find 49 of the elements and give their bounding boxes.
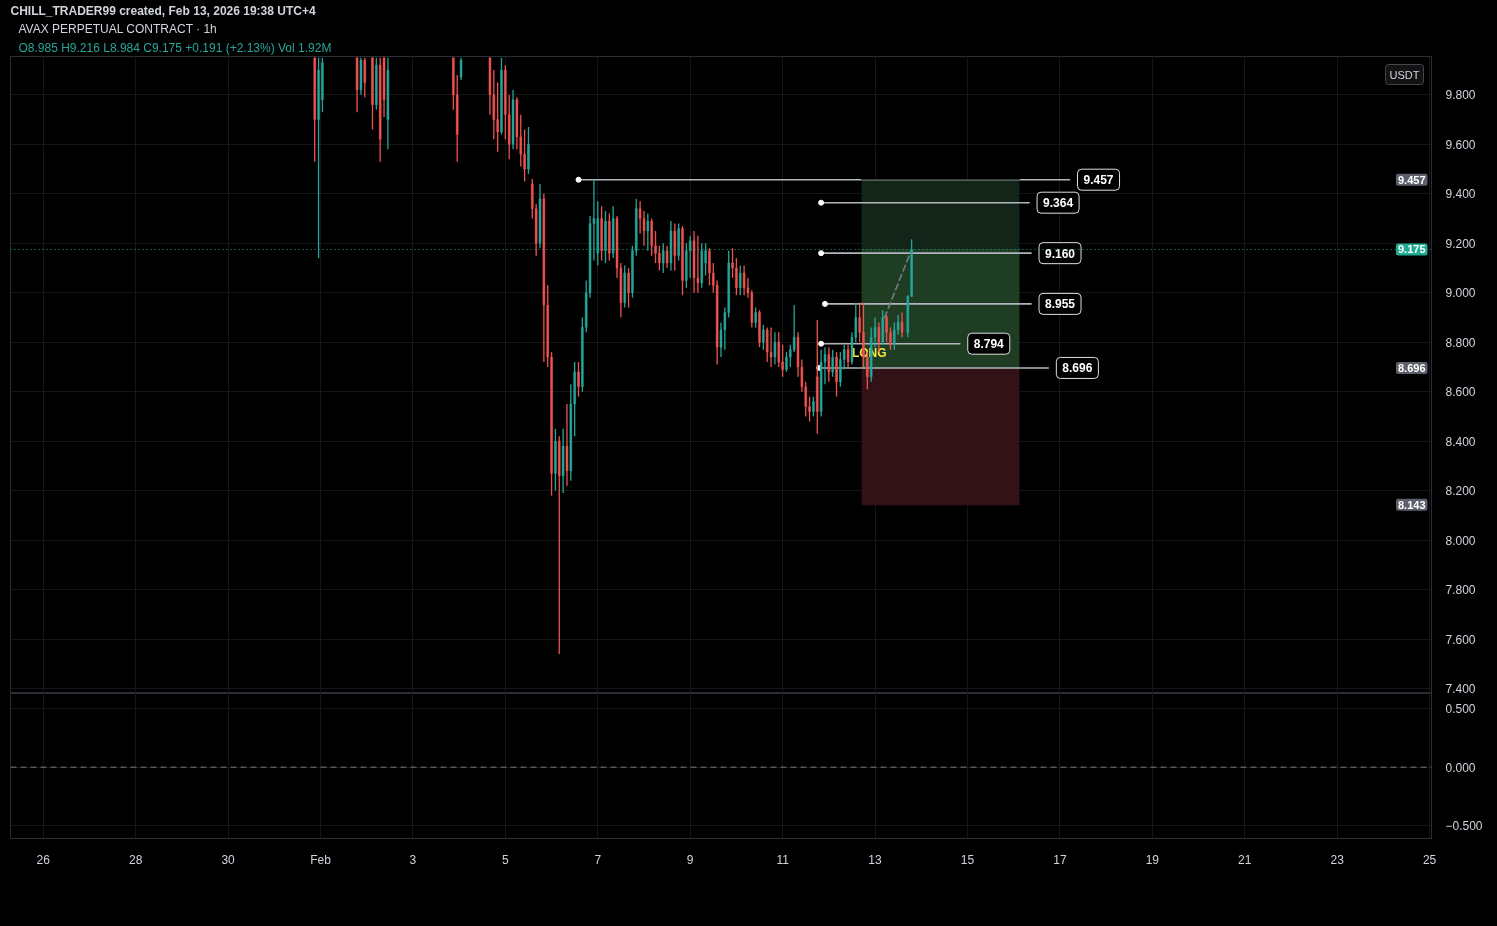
- x-tick-label: 28: [128, 852, 143, 867]
- y-tick-label: 9.200: [1445, 236, 1476, 251]
- x-tick-label: 21: [1238, 852, 1252, 867]
- y-tick-label: 9.600: [1445, 137, 1476, 152]
- y-tick-label: 8.600: [1445, 385, 1476, 400]
- x-tick-label: 30: [221, 852, 236, 867]
- y-tick-label: 7.800: [1445, 583, 1476, 598]
- x-tick-label: 25: [1422, 852, 1437, 867]
- x-tick-label: 17: [1053, 852, 1067, 867]
- annotation: 8.143: [1397, 498, 1426, 511]
- annotation: 9.457: [1397, 173, 1426, 186]
- y-tick-label: 7.400: [1445, 682, 1476, 697]
- x-tick-label: 15: [960, 852, 975, 867]
- y-tick-label: 9.000: [1445, 286, 1476, 301]
- y-tick-label: 8.800: [1445, 335, 1476, 350]
- text: CHILL_TRADER99 created, Feb 13, 2026 19:38 UTC+4: [10, 3, 316, 18]
- x-tick-label: 26: [36, 852, 51, 867]
- x-tick-label: 9: [686, 852, 694, 867]
- y-axis-title: USDT: [1389, 68, 1420, 81]
- y-tick-label: 0.500: [1445, 702, 1476, 717]
- chart-subtitle: O8.985 H9.216 L8.984 C9.175 +0.191 (+2.13%) Vol 1.92M: [18, 40, 332, 55]
- y-tick-label: 0.000: [1445, 760, 1476, 775]
- ref-line-label: 9.175: [1397, 243, 1426, 256]
- y-tick-label: −0.500: [1445, 819, 1483, 834]
- data-label: 9.457: [1083, 173, 1114, 188]
- x-tick-label: 19: [1145, 852, 1160, 867]
- y-tick-label: 8.400: [1445, 434, 1476, 449]
- y-tick-label: 8.200: [1445, 484, 1476, 499]
- x-tick-label: Feb: [310, 852, 332, 867]
- x-tick-label: 23: [1330, 852, 1345, 867]
- data-label: 9.364: [1043, 196, 1074, 211]
- y-tick-label: 7.600: [1445, 632, 1476, 647]
- data-label: 9.160: [1045, 246, 1076, 261]
- data-label: 8.955: [1045, 297, 1076, 312]
- data-label: 8.794: [973, 337, 1005, 352]
- data-label: 8.696: [1062, 361, 1093, 376]
- x-tick-label: 3: [409, 852, 417, 867]
- x-tick-label: 5: [502, 852, 510, 867]
- y-tick-label: 9.400: [1445, 187, 1476, 202]
- y-tick-label: 9.800: [1445, 88, 1476, 103]
- chart-title: AVAX PERPETUAL CONTRACT · 1h: [18, 21, 217, 36]
- x-tick-label: 7: [594, 852, 602, 867]
- x-tick-label: 11: [776, 852, 790, 867]
- y-tick-label: 8.000: [1445, 533, 1476, 548]
- point: [818, 340, 825, 347]
- x-tick-label: 13: [868, 852, 883, 867]
- point: [818, 199, 825, 206]
- point: [818, 250, 825, 257]
- annotation: 8.696: [1397, 361, 1426, 374]
